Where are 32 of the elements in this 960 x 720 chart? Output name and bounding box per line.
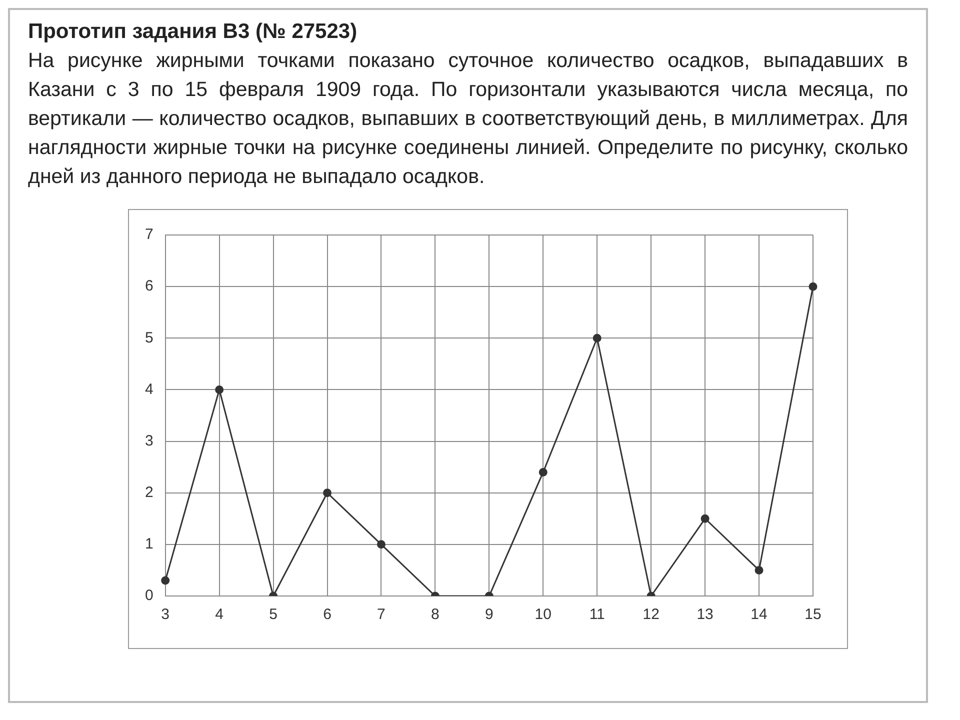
x-tick-label: 14	[750, 606, 768, 624]
x-tick-label: 7	[377, 606, 386, 624]
x-tick-label: 5	[269, 606, 278, 624]
y-tick-label: 0	[145, 587, 154, 604]
y-tick-label: 1	[145, 536, 154, 553]
point	[592, 334, 602, 342]
y-tick-label: 2	[145, 484, 154, 501]
y-tick-label: 4	[145, 380, 154, 398]
point	[323, 488, 332, 498]
chart-title: Прототип задания B3 (№ 27523)	[28, 20, 358, 44]
x-tick-label: 9	[485, 606, 494, 624]
point	[754, 566, 764, 574]
chart-subtitle: На рисунке жирными точками показано суточное количество осадков, выпадавших в Казани с 3 по 15 февраля 1909 года. По горизонтали указываются числа месяца, по вертикали — количество осадков, выпавших в соответствующий день, в миллиметрах. Для наглядности жирные точки на рисунке соединены линией. Определите по рисунку, сколько дней из данного периода не выпадало осадков.	[28, 48, 908, 190]
x-tick-label: 10	[534, 606, 552, 624]
y-tick-label: 7	[145, 226, 154, 244]
x-tick-label: 15	[804, 606, 822, 624]
point	[808, 282, 818, 291]
y-tick-label: 3	[145, 432, 154, 450]
x-tick-label: 3	[161, 606, 170, 624]
y-tick-label: 5	[145, 329, 154, 346]
x-tick-label: 8	[431, 606, 440, 624]
x-tick-label: 13	[696, 606, 714, 624]
x-tick-label: 6	[323, 606, 332, 624]
point	[161, 576, 170, 585]
x-tick-label: 12	[642, 606, 660, 624]
point	[538, 468, 548, 476]
point	[215, 385, 224, 394]
x-tick-label: 11	[589, 606, 605, 624]
x-tick-label: 4	[215, 606, 224, 624]
point	[700, 514, 710, 523]
point	[376, 540, 386, 549]
y-tick-label: 6	[145, 278, 154, 295]
